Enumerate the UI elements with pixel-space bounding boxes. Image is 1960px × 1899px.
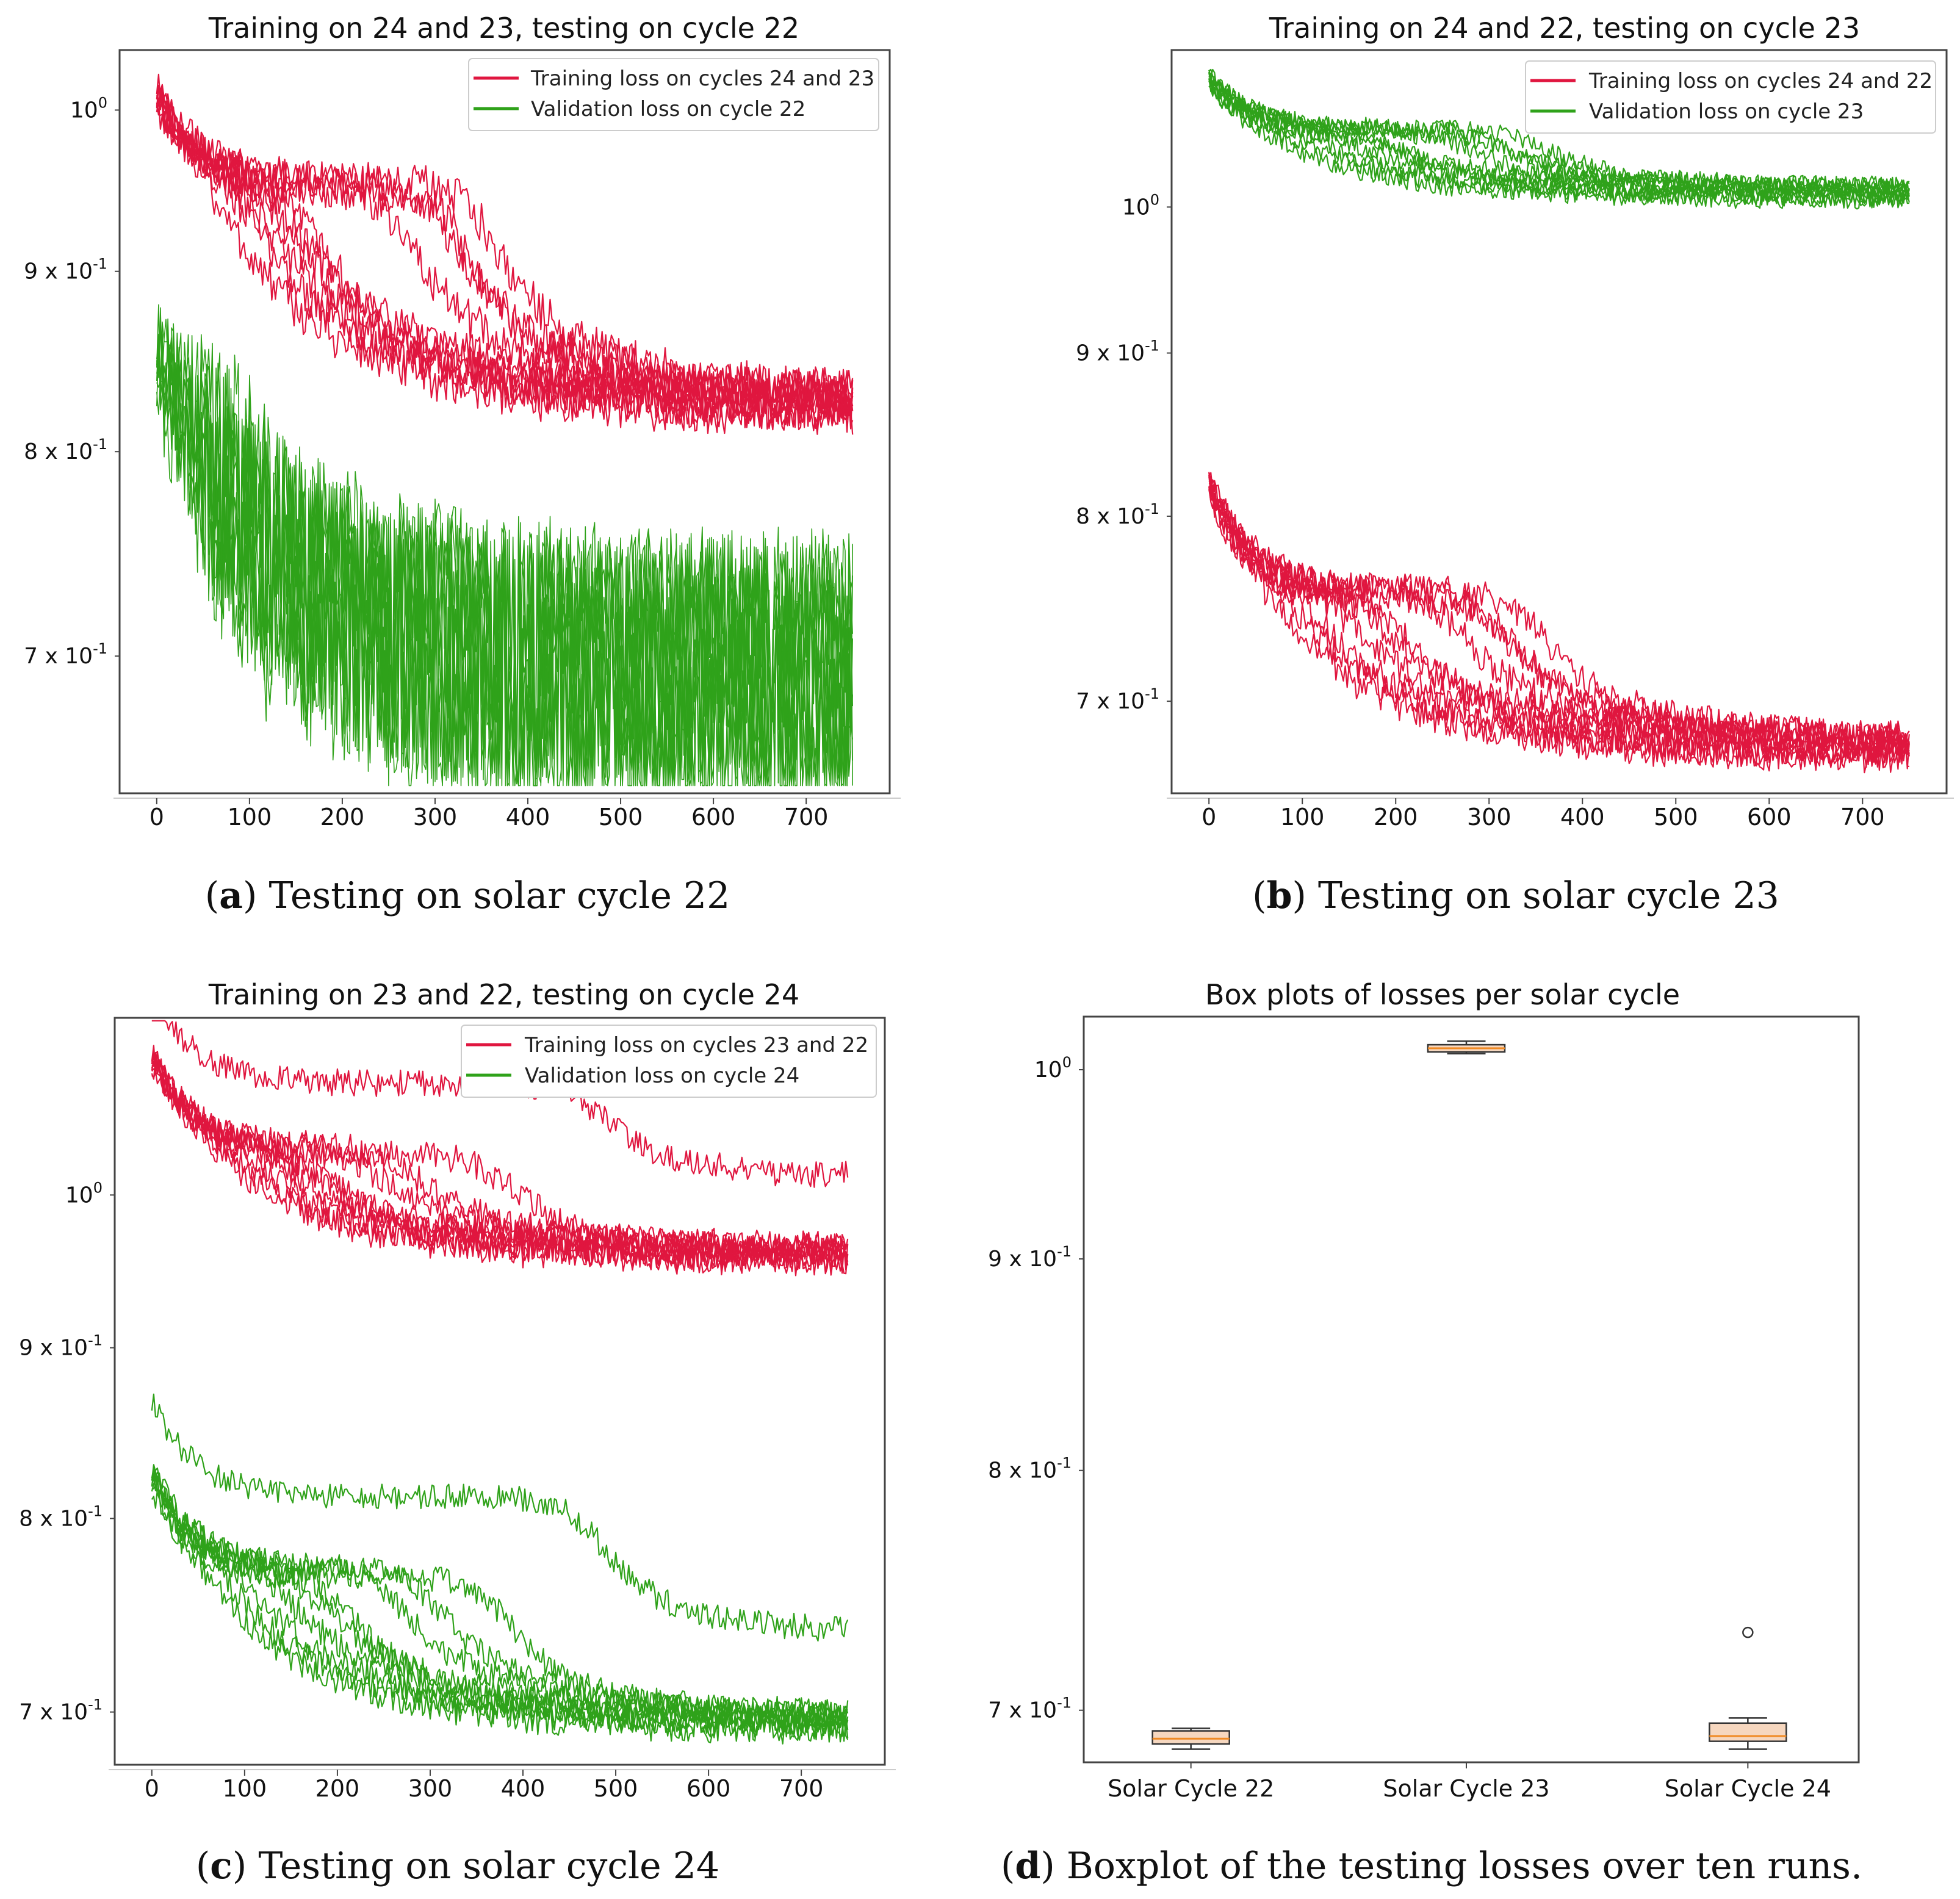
x-tick-label: 400 — [1560, 804, 1605, 831]
training-run-10-line — [156, 87, 854, 413]
chart-title: Box plots of losses per solar cycle — [1205, 978, 1680, 1011]
training-run-9-line — [151, 1061, 849, 1267]
legend-label-training: Training loss on cycles 23 and 22 — [524, 1033, 868, 1058]
training-run-1-line — [1208, 489, 1910, 774]
validation-run-1-line — [1208, 85, 1909, 210]
axis-layer: 100 9 x 10-1 8 x 10-1 7 x 10-1 — [988, 1054, 1084, 1723]
x-tick-label: 0 — [145, 1775, 159, 1802]
y-tick-label: 7 x 10-1 — [1076, 685, 1159, 714]
caption-b: (b) Testing on solar cycle 23 — [1252, 874, 1779, 917]
y-tick-label: 8 x 10-1 — [24, 436, 107, 464]
caption-a: (a) Testing on solar cycle 22 — [205, 874, 730, 917]
x-tick-label: 300 — [408, 1775, 453, 1802]
x-tick-label: 500 — [599, 804, 643, 831]
y-tick-label: 9 x 10-1 — [24, 256, 107, 284]
training-run-5-line — [1208, 472, 1910, 752]
x-tick-label: 400 — [506, 804, 550, 831]
caption-c: (c) Testing on solar cycle 24 — [196, 1845, 719, 1887]
legend-box — [468, 58, 879, 131]
validation-run-9-line — [1208, 78, 1910, 204]
y-tick-label: 8 x 10-1 — [988, 1455, 1072, 1483]
legend: Training loss on cycles 24 and 22 Valida… — [1525, 60, 1936, 134]
y-tick-label: 7 x 10-1 — [19, 1696, 103, 1725]
category-label: Solar Cycle 24 — [1665, 1775, 1831, 1802]
box-layer: Solar Cycle 22 Solar Cycle 23 Solar Cycle … — [1108, 1040, 1831, 1802]
series-layer — [151, 1020, 849, 1745]
x-tick-label: 700 — [1840, 804, 1885, 831]
legend: Training loss on cycles 24 and 23 Valida… — [468, 58, 879, 131]
panel-c-chart: Training on 23 and 22, testing on cycle … — [19, 978, 896, 1802]
plot-area — [1170, 49, 1948, 795]
outlier-point — [1742, 1626, 1754, 1638]
panel-b-chart: Training on 24 and 22, testing on cycle … — [1076, 12, 1954, 831]
caption-d: (d) Boxplot of the testing losses over t… — [1001, 1845, 1862, 1887]
x-tick-label: 0 — [150, 804, 164, 831]
y-tick-label: 7 x 10-1 — [24, 640, 107, 669]
x-tick-label: 200 — [1374, 804, 1418, 831]
y-tick-label: 100 — [65, 1179, 103, 1208]
y-tick-label: 9 x 10-1 — [988, 1243, 1072, 1272]
legend-label-validation: Validation loss on cycle 24 — [525, 1064, 799, 1088]
axis-layer: 100 9 x 10-1 8 x 10-1 7 x 10-1 0 100 200 300 400… — [19, 1179, 823, 1802]
x-tick-label: 100 — [228, 804, 272, 831]
x-tick-label: 700 — [784, 804, 829, 831]
box-iqr — [1709, 1722, 1787, 1742]
validation-run-10-line — [156, 326, 853, 787]
validation-run-9-line — [151, 1472, 849, 1736]
y-tick-label: 8 x 10-1 — [19, 1502, 103, 1531]
series-layer — [156, 73, 854, 787]
x-tick-label: 600 — [1747, 804, 1792, 831]
chart-title: Training on 24 and 22, testing on cycle … — [1269, 12, 1860, 45]
panel-d-boxplot: Box plots of losses per solar cycle Sola… — [988, 978, 1860, 1802]
training-run-10-line — [1208, 474, 1910, 754]
axis-layer: 100 9 x 10-1 8 x 10-1 7 x 10-1 0 100 200 300 400… — [24, 94, 828, 831]
chart-title: Training on 24 and 23, testing on cycle … — [208, 12, 799, 45]
x-tick-label: 200 — [315, 1775, 360, 1802]
x-tick-label: 700 — [779, 1775, 824, 1802]
x-tick-label: 300 — [1467, 804, 1511, 831]
y-tick-label: 7 x 10-1 — [988, 1695, 1072, 1723]
validation-run-6-line — [151, 1484, 849, 1742]
plot-area — [118, 49, 891, 795]
y-tick-label: 9 x 10-1 — [19, 1332, 103, 1361]
validation-run-10-line — [1208, 71, 1910, 198]
x-tick-label: 600 — [686, 1775, 731, 1802]
y-tick-label: 100 — [70, 94, 107, 123]
x-tick-label: 500 — [594, 1775, 638, 1802]
legend-label-validation: Validation loss on cycle 23 — [1589, 99, 1864, 124]
panel-a-chart: Training on 24 and 23, testing on cycle … — [24, 12, 901, 831]
x-tick-label: 100 — [1280, 804, 1325, 831]
legend-box — [1525, 60, 1936, 134]
x-tick-label: 600 — [691, 804, 736, 831]
box-iqr — [1151, 1730, 1230, 1745]
plot-area — [113, 1017, 886, 1766]
category-label: Solar Cycle 23 — [1383, 1775, 1549, 1802]
series-layer — [1208, 68, 1910, 774]
legend-label-validation: Validation loss on cycle 22 — [531, 97, 805, 121]
training-run-9-line — [1208, 482, 1910, 763]
axis-layer: 100 9 x 10-1 8 x 10-1 7 x 10-1 0 100 200 300 400… — [1076, 191, 1884, 831]
y-tick-label: 100 — [1034, 1054, 1072, 1083]
x-tick-label: 200 — [320, 804, 365, 831]
y-tick-label: 8 x 10-1 — [1076, 500, 1159, 529]
x-tick-label: 400 — [501, 1775, 546, 1802]
legend-label-training: Training loss on cycles 24 and 23 — [530, 67, 874, 91]
y-tick-label: 9 x 10-1 — [1076, 337, 1159, 366]
chart-title: Training on 23 and 22, testing on cycle … — [208, 978, 799, 1011]
validation-run-10-line — [151, 1393, 849, 1642]
x-tick-label: 300 — [413, 804, 458, 831]
category-label: Solar Cycle 22 — [1108, 1775, 1274, 1802]
legend: Training loss on cycles 23 and 22 Valida… — [461, 1025, 877, 1098]
y-tick-label: 100 — [1122, 191, 1159, 220]
x-tick-label: 500 — [1654, 804, 1698, 831]
x-tick-label: 100 — [223, 1775, 267, 1802]
x-tick-label: 0 — [1202, 804, 1216, 831]
legend-box — [461, 1025, 877, 1098]
plot-area — [1083, 1015, 1860, 1764]
legend-label-training: Training loss on cycles 24 and 22 — [1588, 69, 1933, 93]
